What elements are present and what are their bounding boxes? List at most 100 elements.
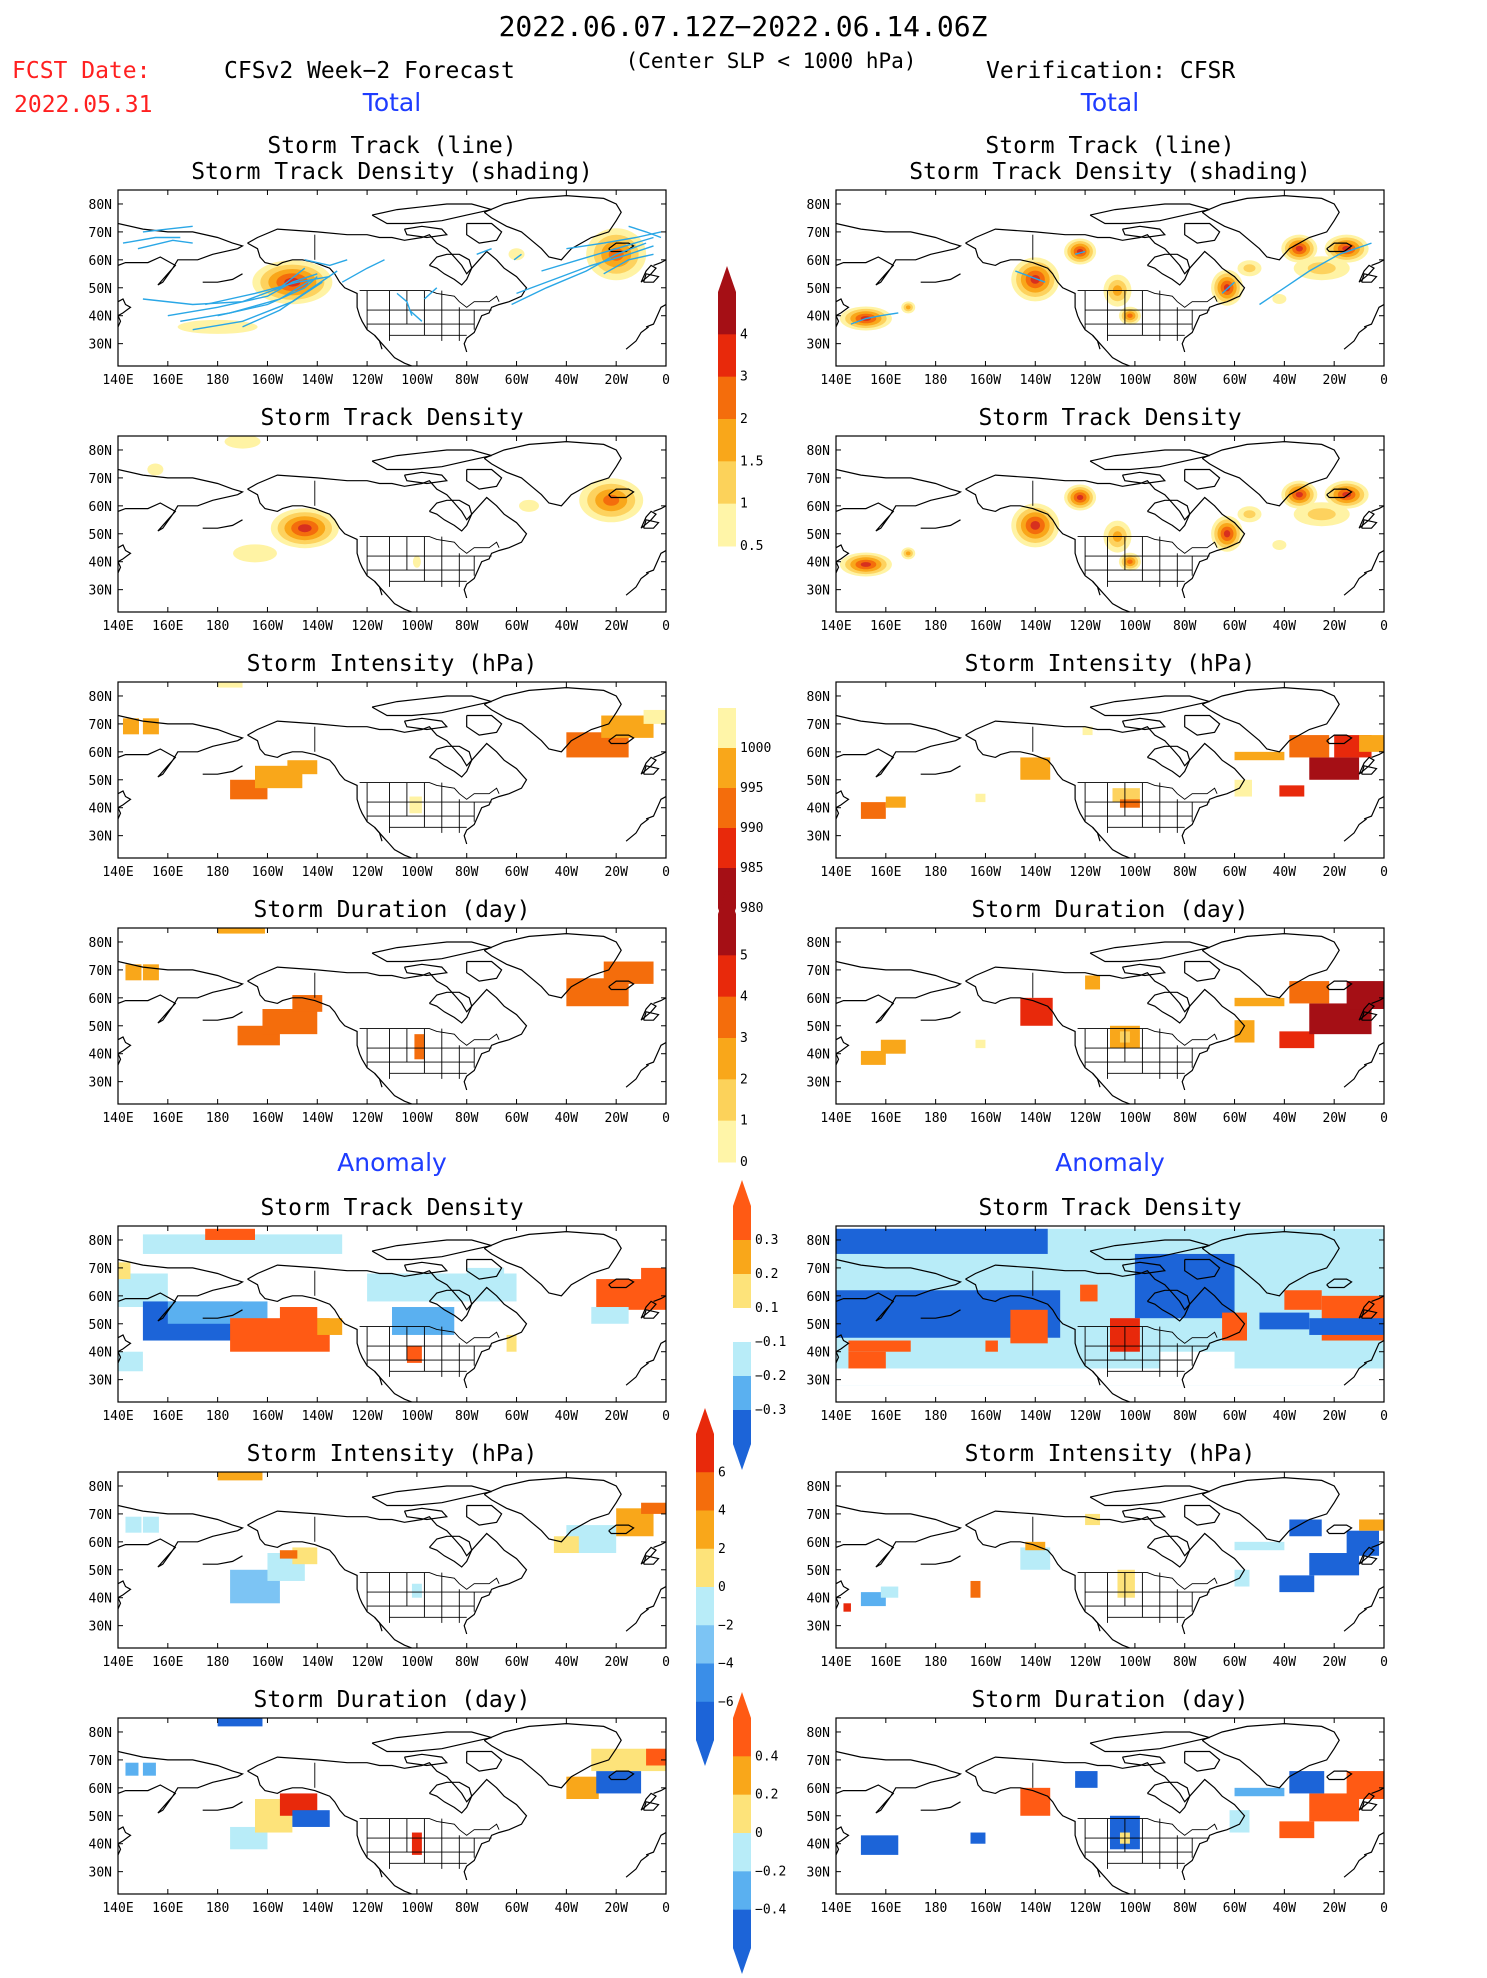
boundary-line (359, 782, 500, 800)
coastline (371, 203, 492, 225)
colorbar-svg: 0.3 0.2 0.1 −0.1 −0.2 −0.3 (733, 1180, 786, 1470)
map-content (118, 1472, 666, 1648)
lon-tick-label: 180 (206, 1901, 229, 1916)
coastline (965, 242, 1101, 350)
coastline (965, 734, 1101, 842)
coastline (118, 1258, 245, 1322)
grid-cell (1234, 1787, 1285, 1797)
grid-cell (279, 1307, 318, 1324)
coastline (1326, 488, 1353, 499)
lon-tick-label: 120W (1069, 1901, 1100, 1916)
coastline (836, 1053, 840, 1066)
lon-tick-label: 180 (924, 1111, 947, 1126)
storm-track-line (1259, 242, 1372, 306)
coastline (965, 1524, 1101, 1632)
coastline (118, 544, 132, 563)
coastline (1343, 818, 1367, 842)
grid-cell (1309, 757, 1360, 780)
lon-tick-label: 20W (604, 1655, 628, 1670)
coastline (1146, 1781, 1191, 1814)
lon-tick-label: 120W (1069, 1111, 1100, 1126)
coastline (374, 826, 413, 858)
lat-tick-label: 60N (89, 500, 112, 515)
storm-track-line (137, 239, 193, 250)
coastline (643, 273, 660, 283)
grid-cell (601, 715, 654, 738)
lon-tick-label: 60W (505, 1901, 529, 1916)
grid-cell (1279, 1031, 1315, 1049)
grid-cell (1234, 751, 1285, 761)
grid-cell (217, 682, 243, 688)
coastline (1363, 1831, 1384, 1856)
coastline (374, 334, 413, 366)
lon-tick-label: 20W (1322, 373, 1346, 388)
panel-fcst-anom-duration: Storm Duration (day) 140E 160E 180 160W 140W… (89, 1687, 670, 1916)
colorbar-label: −0.2 (755, 1369, 786, 1384)
lat-tick-label: 60N (807, 1536, 830, 1551)
coastline (247, 474, 528, 599)
coastline (403, 1753, 448, 1767)
storm-track-line (476, 248, 492, 255)
colorbar-label: 3 (740, 1031, 748, 1046)
colorbar-duration: 5 4 3 2 1 0 (718, 888, 798, 1192)
lon-tick-label: 40W (1273, 373, 1297, 388)
coastline (1363, 1585, 1384, 1610)
coastline (836, 1504, 963, 1568)
panel-fcst-duration: Storm Duration (day) 140E 160E 180 160W 140W… (89, 897, 670, 1126)
panel-title: Storm Intensity (hPa) (964, 651, 1256, 677)
grid-cell (217, 1718, 263, 1727)
lat-tick-label: 80N (89, 936, 112, 951)
lon-tick-label: 40W (555, 1901, 579, 1916)
grid-cell (860, 1592, 886, 1607)
lat-tick-label: 50N (89, 1318, 112, 1333)
colorbar-svg: 6 4 2 0 −2 −4 −6 (696, 1408, 734, 1766)
lon-tick-label: 140W (1020, 865, 1051, 880)
lat-tick-label: 30N (807, 1866, 830, 1881)
grid-cell (860, 802, 886, 819)
colorbar-segment (718, 376, 736, 420)
lon-tick-label: 140W (1020, 1409, 1051, 1424)
grid-cell (1080, 1284, 1098, 1302)
lat-tick-label: 50N (89, 282, 112, 297)
lon-tick-label: 0 (662, 1655, 670, 1670)
coastline (653, 751, 666, 758)
coastline (920, 1555, 961, 1565)
lat-tick-label: 30N (89, 1866, 112, 1881)
coastline (1146, 253, 1191, 286)
lon-tick-label: 20W (604, 1409, 628, 1424)
coastline (483, 1230, 622, 1297)
grid-cell (292, 1547, 318, 1565)
lon-tick-label: 140W (1020, 373, 1051, 388)
density-contour (1223, 530, 1231, 538)
lat-tick-label: 60N (807, 1782, 830, 1797)
colorbar-label: 2 (740, 412, 748, 427)
coastline (428, 991, 473, 1024)
lat-tick-label: 40N (807, 310, 830, 325)
density-contour (603, 494, 620, 506)
coastline (645, 1041, 666, 1066)
colorbar-segment (696, 1548, 714, 1588)
coastline (1358, 1002, 1375, 1021)
coastline (1184, 714, 1221, 736)
coastline (836, 960, 963, 1024)
coastline (625, 818, 649, 842)
lon-tick-label: 120W (1069, 619, 1100, 634)
coastline (466, 1504, 503, 1526)
lon-tick-label: 80W (455, 1655, 479, 1670)
map-plot: 140E 160E 180 160W 140W 120W 100W 80W 60W 40W 20W 0… (89, 1225, 670, 1424)
coastline (428, 499, 473, 532)
grid-cell (880, 1586, 899, 1598)
plot-frame (835, 1471, 1385, 1649)
density-contour (1243, 510, 1256, 519)
colorbar-segment (718, 996, 736, 1039)
lat-tick-label: 60N (89, 1782, 112, 1797)
grid-cell (1117, 1569, 1135, 1598)
coastline (1184, 960, 1221, 982)
lon-tick-label: 160E (870, 373, 901, 388)
lat-tick-label: 30N (807, 1620, 830, 1635)
coastline (643, 1555, 660, 1565)
plot-frame (835, 435, 1385, 613)
coastline (371, 695, 492, 717)
grid-cell (1020, 757, 1051, 780)
coastline (653, 1295, 666, 1302)
